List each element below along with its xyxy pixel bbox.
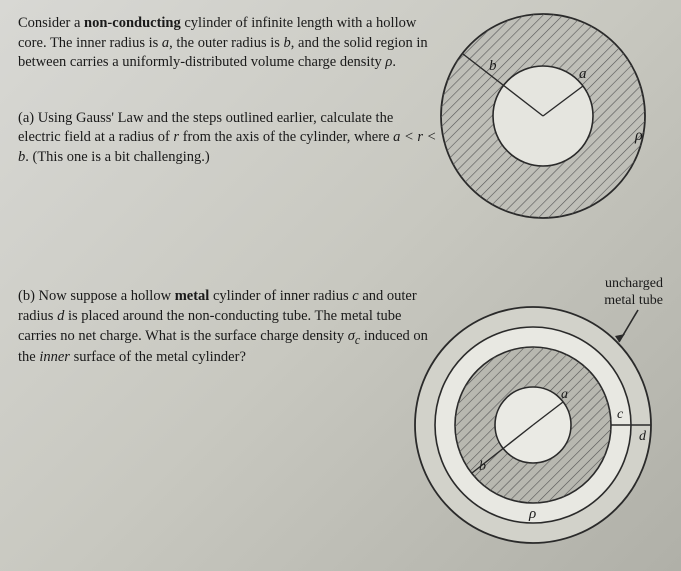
figure-1: a b ρ bbox=[433, 6, 663, 236]
fig2-label-rho: ρ bbox=[528, 506, 536, 522]
fig1-label-b: b bbox=[489, 58, 497, 74]
part-b-bold: metal bbox=[175, 288, 210, 304]
figure-2: a b c d ρ bbox=[413, 300, 663, 565]
part-b-t1: Now suppose a hollow bbox=[35, 288, 175, 304]
part-b-t6: surface of the metal cylinder? bbox=[70, 349, 246, 365]
part-b-t2: cylinder of inner radius bbox=[209, 288, 352, 304]
fig1-label-rho: ρ bbox=[634, 127, 643, 144]
intro-bold: non-conducting bbox=[84, 15, 181, 31]
intro-paragraph: Consider a non-conducting cylinder of in… bbox=[18, 14, 438, 73]
fig2-label-b: b bbox=[479, 459, 486, 474]
intro-end: . bbox=[392, 54, 396, 70]
fig2-label-a: a bbox=[561, 387, 568, 402]
part-b: (b) Now suppose a hollow metal cylinder … bbox=[18, 287, 438, 367]
part-a-t2: from the axis of the cylinder, where bbox=[179, 129, 393, 145]
part-b-t4: is placed around the non-conducting tube… bbox=[18, 308, 401, 344]
figure-2-svg: a b c d ρ bbox=[413, 300, 663, 560]
part-b-label: (b) bbox=[18, 288, 35, 304]
intro-b: b bbox=[284, 35, 291, 51]
part-a-label: (a) bbox=[18, 110, 34, 126]
page: Consider a non-conducting cylinder of in… bbox=[0, 0, 681, 381]
part-b-sigma: σ bbox=[348, 328, 355, 344]
part-a-t3: . (This one is a bit challenging.) bbox=[25, 149, 209, 165]
part-a: (a) Using Gauss' Law and the steps outli… bbox=[18, 109, 438, 168]
intro-mid1: , the outer radius is bbox=[169, 35, 283, 51]
intro-pre: Consider a bbox=[18, 15, 84, 31]
fig2-ext-line1: uncharged bbox=[605, 276, 663, 291]
fig2-label-d: d bbox=[639, 429, 647, 444]
part-b-inner: inner bbox=[39, 349, 70, 365]
fig2-label-c: c bbox=[617, 407, 624, 422]
figure-1-svg: a b ρ bbox=[433, 6, 663, 231]
fig1-label-a: a bbox=[579, 66, 587, 82]
